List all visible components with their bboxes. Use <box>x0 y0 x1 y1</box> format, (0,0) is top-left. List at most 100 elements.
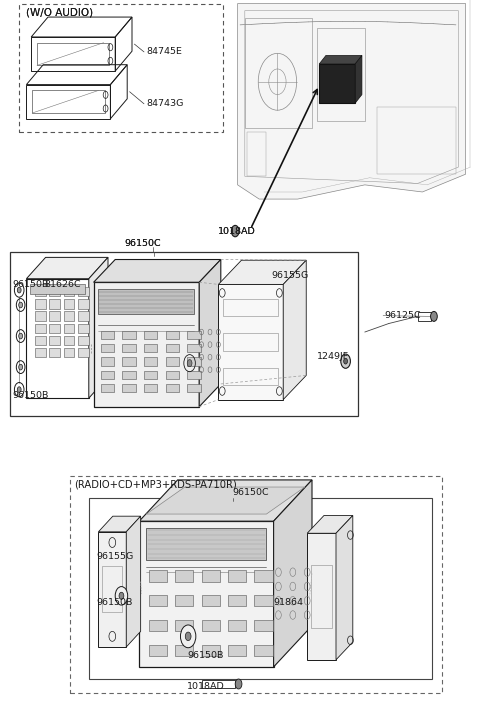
Polygon shape <box>218 260 306 284</box>
Polygon shape <box>139 521 274 667</box>
Bar <box>228 570 246 582</box>
Bar <box>122 384 136 392</box>
Bar <box>30 284 85 294</box>
Bar <box>254 595 273 606</box>
Bar <box>202 570 220 582</box>
Bar <box>254 620 273 631</box>
Bar <box>223 333 278 351</box>
Bar <box>202 620 220 631</box>
Polygon shape <box>139 480 312 521</box>
Bar <box>187 384 201 392</box>
Text: 84745E: 84745E <box>146 48 182 56</box>
Circle shape <box>119 592 124 599</box>
Bar <box>187 370 201 379</box>
Circle shape <box>17 287 21 293</box>
Text: 1018AD: 1018AD <box>218 228 256 236</box>
Polygon shape <box>94 260 221 282</box>
Bar <box>102 567 122 612</box>
Polygon shape <box>307 515 353 533</box>
Bar <box>175 620 193 631</box>
Bar <box>35 311 46 321</box>
Polygon shape <box>146 487 305 514</box>
Text: 1018AD: 1018AD <box>218 228 256 236</box>
Bar <box>175 595 193 606</box>
Polygon shape <box>218 284 283 400</box>
Polygon shape <box>98 532 126 647</box>
Bar <box>101 357 114 365</box>
Circle shape <box>187 360 192 367</box>
Bar <box>78 299 89 309</box>
Polygon shape <box>319 55 362 64</box>
Text: 96150C: 96150C <box>233 488 269 496</box>
Polygon shape <box>283 260 306 400</box>
Polygon shape <box>26 257 108 279</box>
Text: 96150B: 96150B <box>96 599 132 607</box>
Text: 1018AD: 1018AD <box>187 682 225 690</box>
Bar <box>49 299 60 309</box>
Bar <box>64 336 74 345</box>
Bar <box>49 324 60 333</box>
Circle shape <box>231 225 239 237</box>
Bar <box>64 324 74 333</box>
Bar <box>247 132 266 176</box>
Bar <box>166 384 179 392</box>
Bar <box>64 311 74 321</box>
Text: 91864: 91864 <box>274 599 303 607</box>
Bar <box>311 565 332 629</box>
Text: 96155G: 96155G <box>271 271 309 279</box>
Polygon shape <box>94 282 199 407</box>
Bar <box>122 344 136 353</box>
Bar <box>149 595 167 606</box>
Bar <box>187 331 201 339</box>
Circle shape <box>19 302 23 308</box>
Bar <box>202 595 220 606</box>
Circle shape <box>115 587 128 605</box>
Bar <box>49 336 60 345</box>
Bar <box>49 287 60 296</box>
Bar <box>89 498 432 679</box>
Circle shape <box>19 333 23 339</box>
Circle shape <box>180 625 196 648</box>
Bar <box>228 595 246 606</box>
Bar <box>78 311 89 321</box>
Circle shape <box>344 358 348 364</box>
Bar <box>319 64 355 103</box>
Polygon shape <box>126 516 141 647</box>
Bar <box>317 28 365 121</box>
Polygon shape <box>274 480 312 667</box>
Bar <box>223 299 278 316</box>
Bar <box>166 370 179 379</box>
Text: 96150B: 96150B <box>12 391 48 400</box>
Bar <box>64 287 74 296</box>
Bar <box>35 348 46 357</box>
Bar <box>10 252 358 416</box>
Text: 84743G: 84743G <box>146 100 184 108</box>
Bar <box>187 357 201 365</box>
Text: (W/O AUDIO): (W/O AUDIO) <box>26 7 94 17</box>
Polygon shape <box>199 260 221 407</box>
Bar <box>377 107 456 174</box>
Text: 96150B: 96150B <box>12 280 48 289</box>
Bar <box>144 384 157 392</box>
Bar <box>78 348 89 357</box>
Bar <box>228 620 246 631</box>
Bar <box>35 287 46 296</box>
Bar <box>175 645 193 656</box>
Bar <box>78 336 89 345</box>
Bar <box>166 331 179 339</box>
Bar <box>166 357 179 365</box>
Polygon shape <box>355 55 362 103</box>
Text: 96150C: 96150C <box>125 239 161 247</box>
Bar <box>64 348 74 357</box>
Bar <box>187 344 201 353</box>
Text: 96125C: 96125C <box>384 311 420 320</box>
Bar <box>175 570 193 582</box>
Bar <box>101 331 114 339</box>
Circle shape <box>185 632 191 641</box>
Bar <box>149 620 167 631</box>
Bar <box>122 331 136 339</box>
Bar <box>149 570 167 582</box>
Polygon shape <box>307 533 336 660</box>
Bar <box>245 18 312 128</box>
Text: 96150B: 96150B <box>187 651 224 660</box>
